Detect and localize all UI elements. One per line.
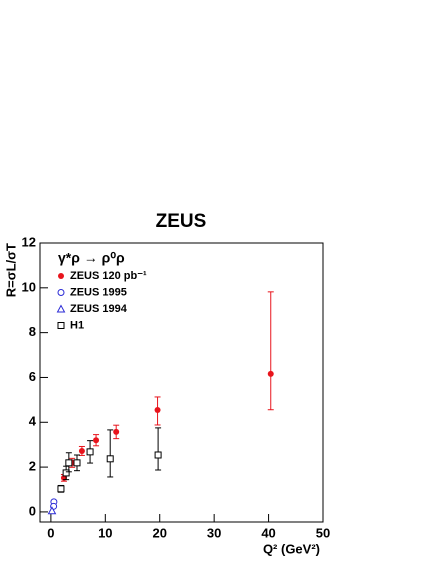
x-tick-label: 0	[47, 525, 54, 540]
y-tick-label: 0	[29, 503, 36, 518]
marker	[57, 485, 65, 493]
marker	[57, 289, 65, 296]
marker	[62, 469, 70, 477]
marker	[154, 406, 161, 413]
marker	[56, 304, 66, 313]
y-axis-label: R=σL/σT	[3, 243, 18, 297]
marker	[57, 322, 65, 329]
legend-label: ZEUS 1994	[70, 303, 128, 315]
y-tick-label: 2	[29, 459, 36, 474]
marker	[58, 273, 64, 279]
marker	[78, 447, 85, 454]
chart-title: ZEUS	[156, 211, 207, 232]
x-tick-label: 20	[152, 525, 166, 540]
legend-label: ZEUS 1995	[70, 286, 127, 298]
marker	[47, 506, 57, 515]
y-tick-label: 4	[29, 414, 37, 429]
legend-label: H1	[70, 319, 84, 331]
plot-frame	[39, 242, 324, 523]
y-tick-label: 6	[29, 369, 36, 384]
legend-label: ZEUS 120 pb⁻¹	[70, 270, 147, 282]
marker	[86, 448, 94, 456]
y-tick-label: 8	[29, 324, 36, 339]
y-tick-label: 10	[22, 279, 36, 294]
marker	[154, 451, 162, 459]
x-tick-label: 40	[261, 525, 275, 540]
marker	[73, 459, 81, 467]
marker	[93, 437, 100, 444]
y-tick-label: 12	[22, 234, 36, 249]
x-tick-label: 50	[316, 525, 330, 540]
x-axis-label: Q² (GeV²)	[263, 541, 320, 556]
marker	[113, 428, 120, 435]
legend-title: γ*ρ → ρ⁰ρ	[58, 250, 125, 266]
marker	[65, 459, 73, 467]
x-tick-label: 30	[207, 525, 221, 540]
x-tick-label: 10	[98, 525, 112, 540]
marker	[267, 370, 274, 377]
marker	[106, 455, 114, 463]
